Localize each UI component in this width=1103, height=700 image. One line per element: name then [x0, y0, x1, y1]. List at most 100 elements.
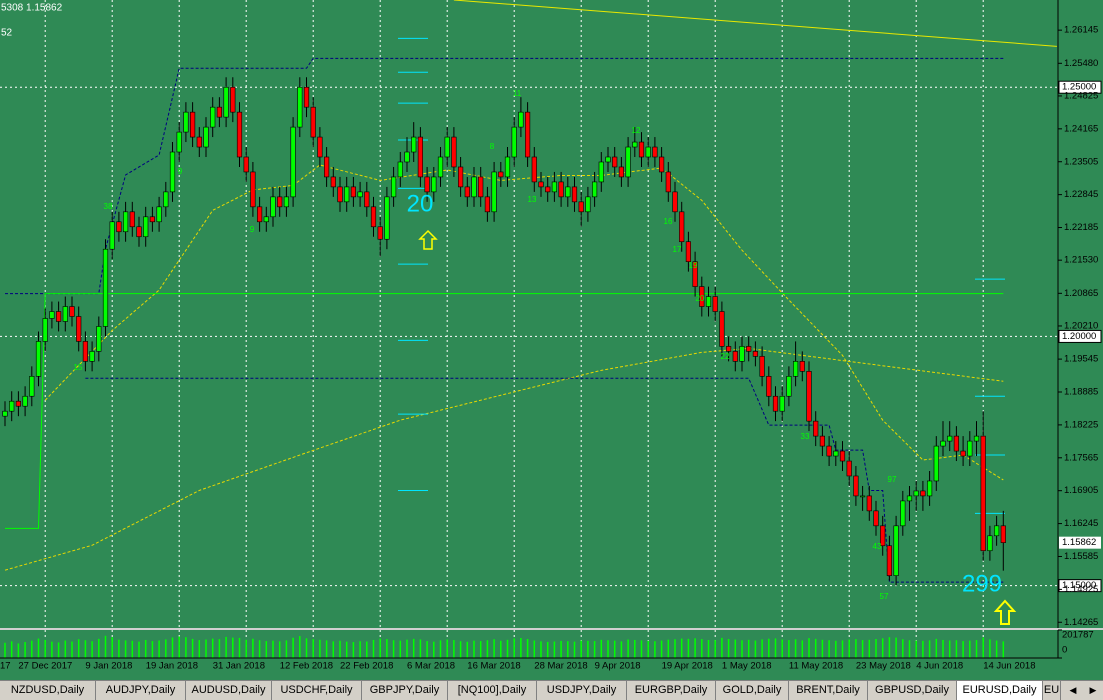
candle-body [22, 395, 28, 407]
scroll-left[interactable]: ◀ [1069, 685, 1077, 695]
indicator-line [5, 293, 1004, 529]
level-box [1058, 329, 1102, 343]
candle-body [317, 136, 323, 158]
candle-body [116, 221, 122, 233]
symbol-tab[interactable]: USDJPY,Daily [537, 681, 627, 700]
overlays [4, 0, 1057, 583]
candle-body [625, 146, 631, 178]
candle-body [960, 450, 966, 457]
symbol-tab[interactable]: BRENT,Daily [789, 681, 868, 700]
candle-body [464, 186, 470, 198]
candle-body [739, 346, 745, 362]
candle-body [102, 248, 109, 327]
candle-body [444, 136, 450, 158]
candle-body [940, 440, 946, 447]
candle-body [866, 495, 872, 512]
candle-body [417, 136, 424, 178]
annotation: 8 [490, 142, 495, 151]
candle-body [705, 296, 712, 307]
candle-body [571, 186, 578, 203]
candle-body [585, 196, 591, 213]
candle-body [384, 196, 390, 240]
y-tick-label: 1.15585 [1064, 551, 1098, 562]
candle-body [618, 166, 624, 178]
candle-body [786, 376, 792, 397]
candle-body [76, 316, 82, 342]
info-line: 5308 1.15862 [1, 3, 63, 14]
candle-body [149, 216, 156, 223]
candle-body [880, 525, 886, 547]
candle-body [15, 400, 22, 407]
annotation: 33 [801, 432, 810, 441]
x-tick-label: 19 Jan 2018 [146, 661, 198, 672]
candle-body [632, 141, 638, 148]
level-label: 1.20000 [1062, 331, 1096, 342]
indicator-line [44, 164, 1004, 481]
candle-body [719, 311, 725, 347]
y-tick-label: 1.18225 [1064, 419, 1098, 430]
symbol-tab[interactable]: GBPJPY,Daily [362, 681, 448, 700]
y-tick-label: 1.20865 [1064, 288, 1098, 299]
candle-body [290, 126, 296, 198]
candle-body [1000, 525, 1006, 543]
signal-arrow [993, 599, 1017, 625]
candle-body [29, 376, 35, 397]
candle-body [9, 400, 15, 412]
symbol-tab[interactable]: [NQ100],Daily [448, 681, 537, 700]
symbol-tab[interactable]: EURGBP,Daily [627, 681, 716, 700]
symbol-tab[interactable]: GBPUSD,Daily [868, 681, 957, 700]
candle-body [323, 156, 330, 178]
x-tick-label: 11 May 2018 [789, 661, 843, 672]
candle-body [42, 318, 48, 342]
candle-body [511, 126, 517, 158]
symbol-tab[interactable]: NZDUSD,Daily [0, 681, 96, 700]
symbol-tab[interactable]: GOLD,Daily [716, 681, 789, 700]
candle-body [283, 196, 290, 208]
candle-body [270, 196, 276, 218]
candle-body [712, 296, 718, 312]
y-tick-label: 1.24165 [1064, 123, 1098, 134]
candle-body [89, 351, 95, 362]
symbol-tab[interactable]: USDCHF,Daily [272, 681, 362, 700]
candle-body [672, 191, 678, 213]
candle-body [779, 395, 785, 412]
candle-body [310, 106, 316, 138]
candle-body [565, 186, 571, 198]
candle-body [491, 171, 497, 213]
axes: 1.25000 1.20000 1.15000 17 27 Dec 2017 9 Jan … [0, 0, 1103, 672]
candle-body [404, 151, 410, 163]
symbol-tab[interactable]: EU [1043, 681, 1061, 700]
candle-body [216, 106, 223, 118]
level-label: 1.15000 [1062, 580, 1096, 591]
candle-body [357, 191, 363, 198]
candle-body [484, 196, 491, 213]
x-tick-label: 6 Mar 2018 [407, 661, 455, 672]
candle-body [987, 535, 993, 552]
symbol-tab[interactable]: AUDJPY,Daily [96, 681, 186, 700]
candle-body [478, 176, 484, 198]
candle-body [243, 156, 249, 173]
symbol-tab[interactable]: AUDUSD,Daily [186, 681, 272, 700]
level-box [1058, 80, 1102, 94]
annotation: 20 [696, 294, 705, 303]
annotation: 11 [513, 89, 522, 98]
candle-body [236, 111, 243, 158]
symbol-tab[interactable]: EURUSD,Daily [957, 681, 1043, 700]
candle-body [766, 376, 772, 397]
candle-body [2, 410, 8, 417]
candle-body [190, 111, 196, 138]
candle-body [980, 435, 986, 552]
candle-body [344, 186, 350, 203]
candle-body [538, 181, 544, 188]
candle-body [638, 141, 645, 158]
level-box [1058, 579, 1102, 593]
scroll-right[interactable]: ▶ [1089, 685, 1097, 695]
candle-body [230, 86, 236, 113]
candle-body [82, 341, 88, 362]
last-price-box [1059, 536, 1101, 549]
tab-scroll[interactable]: ◀ ▶ [1063, 681, 1103, 700]
x-tick-label: 12 Feb 2018 [280, 661, 333, 672]
candle-body [545, 186, 551, 193]
candle-body [297, 86, 303, 128]
x-tick-label: 17 [0, 661, 11, 672]
